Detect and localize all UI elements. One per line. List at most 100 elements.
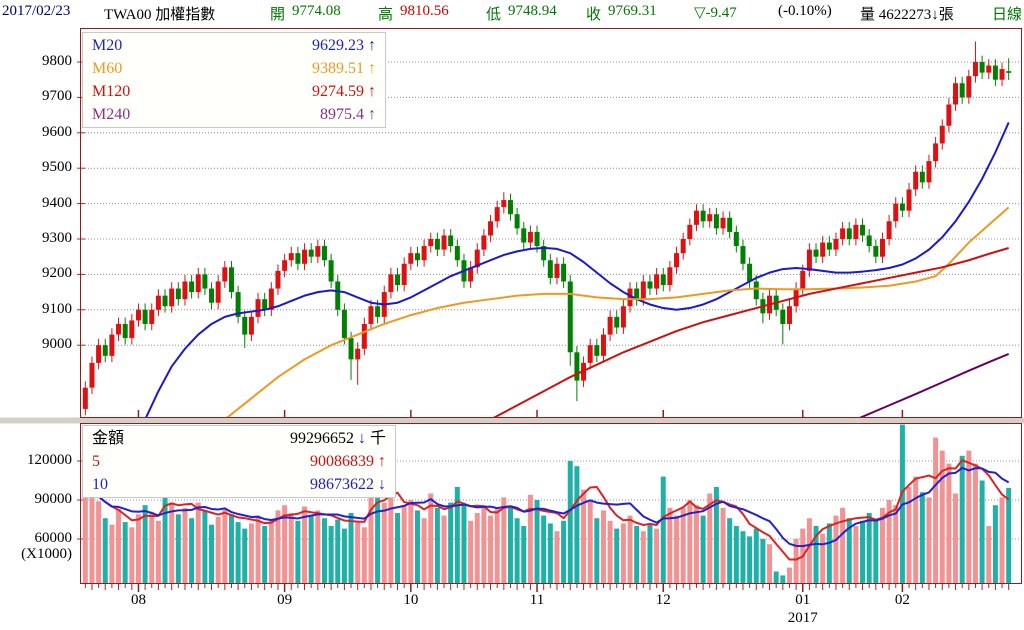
candle-body	[375, 306, 381, 317]
candle-body	[600, 334, 606, 356]
close-value: 9769.31	[608, 3, 657, 19]
volume-bar	[268, 519, 274, 583]
volume-bar	[972, 463, 978, 583]
candle-body	[189, 281, 195, 293]
volume-bar	[654, 528, 660, 583]
volume-bar	[866, 513, 872, 583]
volume-bar	[481, 505, 487, 583]
volume-bar	[368, 458, 374, 583]
volume-bar	[727, 518, 733, 583]
volume-bar	[282, 505, 288, 583]
candle-body	[999, 69, 1005, 80]
period-selector[interactable]: 日線	[992, 7, 1023, 23]
candle-body	[222, 267, 228, 282]
candle-body	[992, 65, 998, 80]
candle-body	[282, 260, 288, 271]
volume-bar	[640, 531, 646, 583]
candle-body	[634, 288, 640, 300]
volume-bar	[401, 505, 407, 583]
candle-body	[820, 242, 826, 257]
volume-bar	[840, 507, 846, 583]
volume-bar	[235, 522, 241, 583]
candle-body	[720, 217, 726, 229]
candle-body	[786, 306, 792, 324]
candle-body	[102, 345, 108, 356]
volume-bar	[395, 513, 401, 583]
volume-bar	[966, 450, 972, 583]
ma-legend-value: 9629.23 ↑	[312, 37, 376, 54]
candle-body	[202, 274, 208, 289]
volume-scale-note: (X1000)	[21, 546, 72, 562]
candle-body	[142, 309, 148, 324]
open-label: 開	[270, 7, 286, 23]
volume-bar	[846, 518, 852, 583]
candle-body	[541, 246, 547, 261]
volume-bar	[786, 567, 792, 583]
volume-bar	[255, 515, 261, 583]
volume-bar	[527, 494, 533, 583]
down-arrow-icon: ↓	[357, 430, 366, 447]
price-tick-label: 9400	[42, 194, 72, 211]
candle-body	[654, 274, 660, 289]
volume-legend-label: 金額	[92, 430, 125, 447]
candle-body	[554, 263, 560, 278]
volume-bar	[262, 526, 268, 583]
volume-legend-label: 10	[92, 476, 108, 493]
candle-body	[328, 260, 334, 282]
volume-legend-value: 98673622 ↓	[310, 476, 386, 493]
volume-bar	[607, 520, 613, 583]
candle-body	[906, 189, 912, 211]
volume-bar	[89, 496, 95, 583]
volume-bar	[116, 509, 122, 583]
volume-bar	[109, 524, 115, 583]
volume-bar	[421, 518, 427, 583]
volume-bar	[461, 505, 467, 583]
candle-body	[913, 171, 919, 190]
candle-body	[348, 338, 354, 360]
candle-body	[395, 274, 401, 286]
volume-bar	[587, 500, 593, 583]
candle-body	[434, 239, 440, 250]
candle-body	[547, 260, 553, 278]
volume-bar	[567, 461, 573, 583]
volume-bar	[222, 509, 228, 583]
candle-body	[488, 221, 494, 236]
volume-bar	[288, 513, 294, 583]
candle-body	[873, 246, 879, 257]
volume-bar	[122, 522, 128, 583]
candle-body	[262, 299, 268, 310]
candle-body	[468, 267, 474, 282]
candle-body	[195, 274, 201, 293]
ma-line-M60	[226, 206, 1010, 417]
candle-body	[129, 320, 135, 339]
candle-body	[135, 309, 141, 321]
volume-bar	[893, 505, 899, 583]
candle-body	[780, 309, 786, 324]
volume-bar	[773, 571, 779, 583]
volume-bar	[295, 520, 301, 583]
volume-bar	[660, 476, 666, 583]
candle-body	[574, 352, 580, 381]
volume-legend-row-10: 10 98673622 ↓	[83, 473, 395, 496]
volume-bar	[135, 514, 141, 583]
volume-bar	[753, 528, 759, 583]
volume-bar	[302, 506, 308, 583]
candle-body	[939, 125, 945, 144]
close-label: 收	[586, 7, 602, 23]
volume-tick-label: 60000	[34, 530, 73, 546]
volume-bar	[992, 505, 998, 583]
candle-body	[800, 270, 806, 289]
volume-bar	[102, 518, 108, 583]
candle-body	[1006, 71, 1012, 73]
volume-bar	[700, 515, 706, 583]
candle-body	[561, 263, 567, 282]
volume-bar	[468, 520, 474, 583]
volume-bar	[448, 502, 454, 583]
candle-body	[308, 249, 314, 257]
volume-bar	[813, 526, 819, 583]
candle-body	[713, 214, 719, 229]
volume-bar	[381, 502, 387, 583]
month-label: 02	[894, 592, 910, 608]
candle-body	[335, 281, 341, 310]
